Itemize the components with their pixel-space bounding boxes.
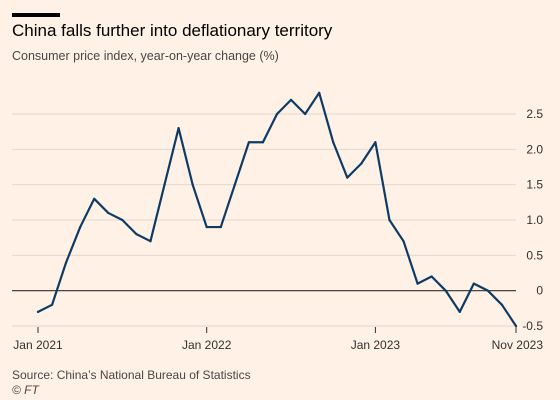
data-point-2022-02	[219, 225, 222, 229]
data-point-2022-04	[247, 141, 250, 144]
data-point-2021-01	[36, 310, 40, 313]
data-point-2021-12	[191, 183, 194, 186]
x-tick-label: Jan 2023	[351, 338, 401, 352]
y-tick-label: 2.0	[526, 142, 543, 156]
data-point-2023-06	[444, 289, 447, 292]
y-tick-label: 2.5	[526, 107, 543, 121]
x-tick-label: Jan 2022	[182, 338, 232, 352]
data-point-2021-06	[107, 211, 110, 215]
data-point-2021-02	[50, 303, 54, 306]
data-point-2022-05	[261, 141, 265, 144]
data-point-2021-10	[163, 183, 166, 186]
data-point-2022-11	[346, 176, 349, 179]
data-point-2023-07	[458, 310, 461, 313]
data-point-2023-10	[500, 303, 504, 306]
data-point-2021-07	[121, 218, 124, 222]
y-tick-label: -0.5	[522, 319, 543, 333]
y-tick-label: 0	[536, 284, 543, 298]
source-note: Source: China’s National Bureau of Stati…	[12, 368, 251, 382]
cpi-data-points	[36, 91, 518, 328]
data-point-2021-08	[135, 233, 138, 236]
y-axis-ticks: 2.5 2.0 1.5 1.0 0.5 0 -0.5	[522, 107, 543, 333]
data-point-2022-03	[233, 183, 236, 186]
y-tick-label: 0.5	[526, 248, 543, 262]
data-point-2023-08	[472, 282, 475, 285]
data-point-2023-02	[388, 218, 391, 222]
data-point-2021-05	[93, 197, 96, 200]
data-point-2023-11	[514, 324, 518, 328]
data-point-2022-10	[332, 141, 335, 144]
data-point-2022-09	[318, 91, 321, 94]
x-axis-ticks: Jan 2021 Jan 2022 Jan 2023 Nov 2023	[13, 327, 543, 352]
data-point-2021-09	[149, 240, 152, 243]
data-point-2023-04	[416, 282, 419, 285]
data-point-2023-03	[402, 240, 405, 243]
x-tick-label: Jan 2021	[13, 338, 63, 352]
y-tick-label: 1.5	[526, 178, 543, 192]
data-point-2022-07	[289, 98, 293, 101]
data-point-2022-12	[360, 162, 363, 165]
data-point-2022-08	[304, 112, 307, 116]
data-point-2021-04	[79, 225, 82, 229]
data-point-2021-03	[65, 261, 68, 264]
chart-subtitle: Consumer price index, year-on-year chang…	[12, 49, 279, 63]
x-tick-label: Nov 2023	[492, 338, 544, 352]
ft-accent-bar	[12, 13, 60, 17]
grid-lines	[12, 113, 516, 327]
data-point-2023-09	[486, 289, 489, 292]
data-point-2022-01	[205, 225, 208, 229]
data-point-2023-05	[430, 275, 433, 278]
data-point-2021-11	[177, 127, 180, 130]
data-point-2022-06	[275, 112, 279, 116]
y-tick-label: 1.0	[526, 213, 543, 227]
copyright-credit: © FT	[12, 383, 39, 397]
data-point-2023-01	[374, 141, 377, 144]
chart-title: China falls further into deflationary te…	[12, 21, 333, 40]
